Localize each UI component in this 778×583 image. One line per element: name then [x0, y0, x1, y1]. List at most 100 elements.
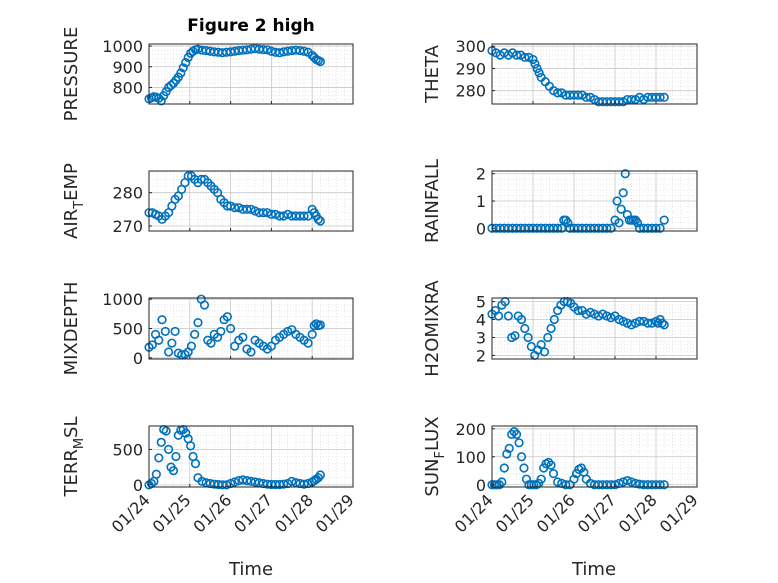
data-point [561, 480, 571, 490]
subplot-3: 270 280 AIRTEMP [61, 163, 354, 239]
data-point [549, 314, 559, 325]
y-tick-label: 2 [476, 346, 486, 365]
data-point [581, 92, 591, 102]
y-tick-label: 2 [476, 165, 486, 184]
data-point [539, 347, 550, 357]
data-point [618, 188, 628, 198]
data-point [516, 314, 527, 325]
data-point [573, 90, 583, 100]
data-point [573, 305, 583, 316]
subplot-4: 0 1 2 RAINFALL [422, 159, 698, 243]
data-point [497, 477, 507, 487]
data-point [154, 93, 164, 103]
data-point [543, 457, 554, 467]
data-point [616, 204, 626, 214]
data-point [170, 326, 180, 337]
data-point [295, 46, 305, 56]
data-point [536, 474, 546, 484]
y-tick-label: 0 [476, 476, 486, 495]
data-point [552, 88, 563, 98]
y-tick-label: 0 [133, 349, 143, 368]
data-point [612, 196, 622, 206]
data-point [299, 211, 309, 221]
data-point [552, 477, 563, 487]
data-point [168, 466, 179, 476]
data-point [270, 209, 281, 219]
data-point [287, 476, 297, 486]
data-point [651, 223, 661, 233]
data-point [620, 169, 630, 179]
data-point [521, 474, 532, 484]
y-axis-label: H2OMIXRA [422, 280, 443, 377]
data-point [536, 340, 546, 350]
data-point [160, 326, 170, 337]
y-axis-label-part: SL [61, 416, 82, 437]
y-axis-label-part: AIR [61, 209, 82, 239]
data-point [659, 320, 669, 330]
data-point [519, 463, 529, 473]
data-point [659, 480, 669, 490]
data-point [523, 332, 533, 343]
data-point [190, 458, 201, 469]
data-point [216, 326, 226, 337]
data-point [499, 463, 509, 473]
data-point [299, 479, 309, 489]
data-point [238, 332, 248, 342]
data-point [246, 347, 256, 357]
data-point [156, 437, 166, 447]
data-point [156, 96, 166, 106]
data-point [193, 318, 203, 328]
data-point [178, 63, 188, 73]
data-point [514, 438, 524, 448]
data-point [313, 214, 323, 224]
data-point [309, 320, 319, 331]
data-point [163, 444, 174, 455]
y-axis-label: RAINFALL [422, 159, 443, 243]
data-point [634, 316, 645, 326]
data-point [520, 52, 530, 62]
y-tick-label: 300 [455, 37, 486, 56]
data-point [166, 80, 176, 90]
y-tick-label: 500 [112, 320, 143, 339]
data-point [299, 46, 309, 56]
y-axis-label: THETA [422, 44, 443, 104]
y-tick-label: 270 [112, 217, 143, 236]
data-point [181, 58, 191, 68]
data-point [181, 428, 191, 438]
data-point [503, 311, 514, 321]
data-point [303, 338, 313, 348]
axes-box [148, 170, 354, 232]
x-axis-label-left: Time [228, 559, 273, 580]
data-point [163, 347, 174, 357]
y-tick-label: 0 [476, 219, 486, 238]
y-axis-label-subscript: T [72, 201, 87, 210]
data-point [258, 44, 268, 55]
data-point [511, 50, 522, 60]
data-point [242, 204, 252, 214]
y-tick-label: 1000 [102, 290, 143, 309]
data-point [655, 92, 665, 102]
data-point [657, 318, 667, 328]
data-point [532, 63, 542, 74]
data-point [563, 218, 573, 228]
y-axis-label: MIXDEPTH [61, 282, 82, 376]
data-point [199, 300, 210, 310]
y-tick-label: 500 [112, 440, 143, 459]
data-point [226, 323, 236, 334]
data-point [520, 323, 530, 334]
data-point [311, 319, 321, 329]
data-point [234, 203, 244, 213]
data-point [659, 215, 669, 225]
x-axis-label-right: Time [571, 559, 616, 580]
data-point [226, 201, 236, 211]
y-tick-label: 200 [455, 420, 486, 439]
data-point [548, 468, 559, 479]
axes-box [148, 43, 354, 105]
data-point [197, 476, 207, 486]
data-point [626, 477, 637, 487]
data-point [543, 332, 553, 343]
subplot-5: 0 500 1000 MIXDEPTH [61, 282, 354, 376]
y-tick-label: 100 [455, 448, 486, 467]
data-point [161, 426, 171, 436]
